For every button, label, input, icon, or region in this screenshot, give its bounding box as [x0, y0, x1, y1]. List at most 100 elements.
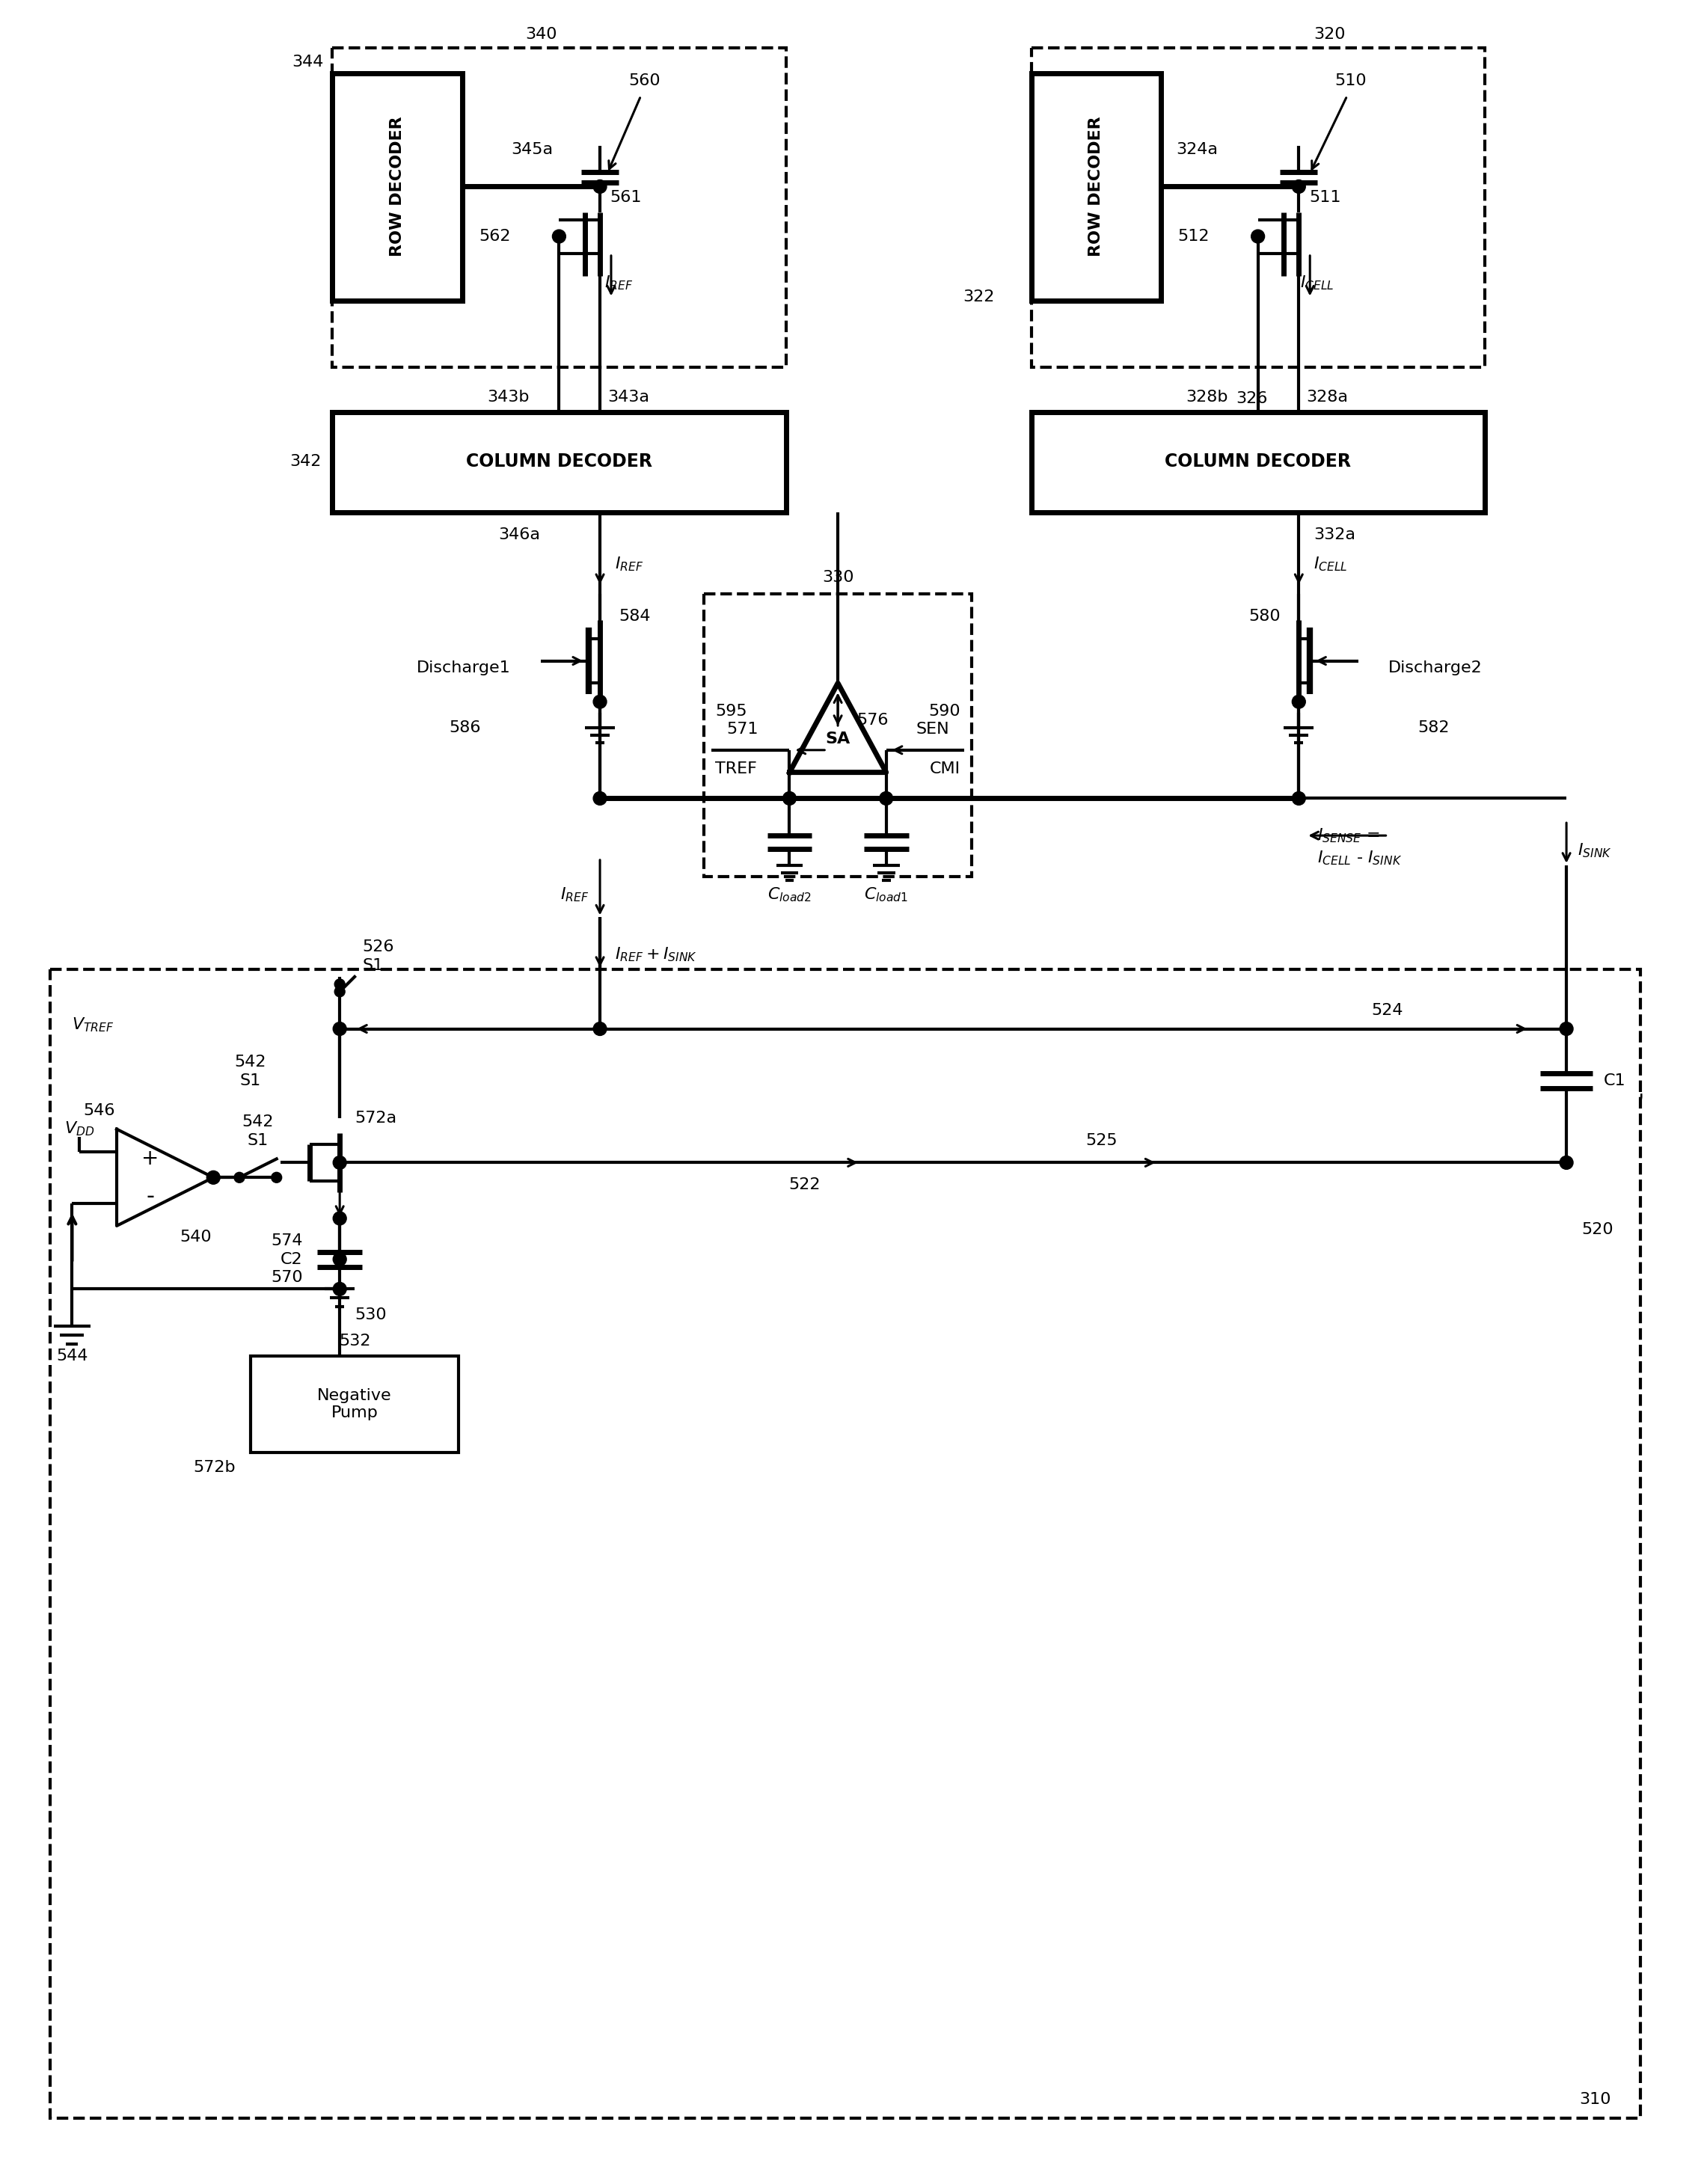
Text: 572a: 572a	[355, 1109, 397, 1125]
Text: 332a: 332a	[1314, 526, 1355, 542]
Text: 544: 544	[56, 1348, 88, 1363]
Bar	[49, 970, 1640, 2118]
Text: 586: 586	[450, 721, 481, 736]
Bar	[333, 74, 462, 301]
Text: 572b: 572b	[194, 1459, 236, 1474]
Text: Discharge2: Discharge2	[1387, 662, 1482, 675]
Text: 522: 522	[788, 1177, 820, 1192]
Circle shape	[333, 1254, 346, 1267]
Text: 590: 590	[929, 703, 961, 719]
Text: $C_{load2}$: $C_{load2}$	[767, 887, 812, 904]
Text: 340: 340	[526, 26, 557, 41]
Text: 328a: 328a	[1306, 389, 1348, 404]
Text: 326: 326	[1236, 391, 1267, 406]
Text: 342: 342	[289, 454, 321, 470]
Text: $I_{CELL}$: $I_{CELL}$	[1301, 275, 1335, 293]
Circle shape	[1292, 695, 1306, 708]
Polygon shape	[790, 684, 886, 773]
Text: ROW DECODER: ROW DECODER	[1088, 116, 1104, 258]
Text: 345a: 345a	[511, 142, 554, 157]
Text: $I_{REF}+I_{SINK}$: $I_{REF}+I_{SINK}$	[615, 946, 698, 963]
Circle shape	[335, 978, 345, 989]
Bar	[1031, 74, 1161, 301]
Circle shape	[880, 791, 893, 806]
Text: SA: SA	[825, 732, 851, 747]
Text: +: +	[141, 1149, 160, 1168]
Circle shape	[593, 695, 606, 708]
Text: 530: 530	[355, 1308, 387, 1324]
Text: 542: 542	[243, 1114, 273, 1129]
Text: 512: 512	[1178, 229, 1209, 245]
Circle shape	[335, 987, 345, 996]
Circle shape	[1292, 791, 1306, 806]
Circle shape	[1251, 229, 1265, 242]
Text: 595: 595	[715, 703, 747, 719]
Bar	[1031, 48, 1484, 367]
Circle shape	[272, 1173, 282, 1184]
Bar	[705, 594, 971, 876]
Text: 526: 526	[362, 939, 394, 954]
Text: 574: 574	[270, 1234, 302, 1247]
Text: $C_{load1}$: $C_{load1}$	[864, 887, 908, 904]
Text: 324a: 324a	[1177, 142, 1217, 157]
Text: 582: 582	[1418, 721, 1450, 736]
Text: 570: 570	[270, 1271, 302, 1286]
Text: TREF: TREF	[715, 762, 757, 775]
Circle shape	[333, 1155, 346, 1168]
Text: ROW DECODER: ROW DECODER	[389, 116, 404, 258]
Circle shape	[1292, 179, 1306, 192]
Circle shape	[207, 1171, 221, 1184]
Circle shape	[593, 791, 606, 806]
Text: 584: 584	[618, 609, 650, 625]
Circle shape	[333, 1022, 346, 1035]
Text: $I_{SENSE}$ =: $I_{SENSE}$ =	[1318, 828, 1380, 845]
Text: 346a: 346a	[499, 526, 540, 542]
Text: SEN: SEN	[915, 721, 949, 736]
Circle shape	[1560, 1022, 1572, 1035]
Text: $I_{SINK}$: $I_{SINK}$	[1577, 841, 1611, 858]
Text: S1: S1	[362, 959, 384, 974]
Text: $I_{CELL}$ - $I_{SINK}$: $I_{CELL}$ - $I_{SINK}$	[1318, 850, 1403, 867]
Bar	[333, 48, 786, 367]
Text: $I_{REF}$: $I_{REF}$	[615, 555, 644, 572]
Text: Discharge1: Discharge1	[416, 662, 511, 675]
Text: 562: 562	[479, 229, 511, 245]
Text: 560: 560	[628, 74, 661, 90]
Text: 525: 525	[1085, 1133, 1117, 1149]
Circle shape	[593, 179, 606, 192]
Text: S1: S1	[239, 1072, 261, 1088]
Text: S1: S1	[248, 1133, 268, 1149]
Text: 310: 310	[1579, 2092, 1611, 2108]
Text: 561: 561	[610, 190, 642, 205]
Text: 580: 580	[1248, 609, 1280, 625]
Text: 328b: 328b	[1185, 389, 1228, 404]
Text: -: -	[146, 1186, 155, 1208]
Circle shape	[234, 1173, 245, 1184]
Polygon shape	[117, 1129, 214, 1225]
Text: $V_{TREF}$: $V_{TREF}$	[71, 1016, 114, 1033]
Circle shape	[1560, 1155, 1572, 1168]
Text: 571: 571	[727, 721, 757, 736]
Bar	[1031, 413, 1484, 513]
Text: 532: 532	[338, 1334, 370, 1348]
Text: COLUMN DECODER: COLUMN DECODER	[465, 452, 652, 470]
Bar	[333, 413, 786, 513]
Circle shape	[552, 229, 565, 242]
Text: 322: 322	[963, 288, 995, 304]
Text: COLUMN DECODER: COLUMN DECODER	[1165, 452, 1352, 470]
Circle shape	[333, 1212, 346, 1225]
Text: 320: 320	[1314, 26, 1345, 41]
Text: $I_{CELL}$: $I_{CELL}$	[1314, 555, 1348, 572]
Text: 343b: 343b	[487, 389, 530, 404]
Text: 520: 520	[1581, 1223, 1613, 1236]
Text: 344: 344	[292, 55, 323, 70]
Circle shape	[593, 1022, 606, 1035]
Text: 343a: 343a	[608, 389, 649, 404]
Text: $V_{DD}$: $V_{DD}$	[65, 1120, 95, 1138]
Text: $I_{REF}$: $I_{REF}$	[560, 887, 589, 904]
Bar	[251, 1356, 458, 1452]
Text: 510: 510	[1335, 74, 1367, 90]
Text: 540: 540	[180, 1230, 212, 1245]
Text: 511: 511	[1309, 190, 1341, 205]
Text: $I_{REF}$: $I_{REF}$	[604, 275, 633, 293]
